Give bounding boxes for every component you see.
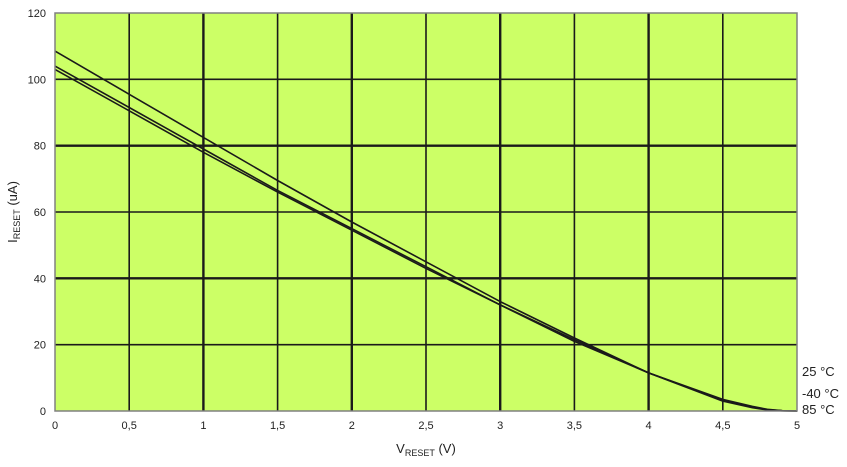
series-label-0: 25 °C: [802, 364, 835, 379]
y-tick-label-5: 100: [28, 74, 46, 86]
y-tick-label-0: 0: [40, 406, 46, 418]
x-tick-label-0: 0: [52, 420, 58, 432]
y-tick-label-4: 80: [34, 141, 46, 153]
x-tick-labels: 0 0,5 1 1,5 2 2,5 3 3,5 4 4,5 5: [52, 420, 800, 432]
x-tick-label-5: 2,5: [418, 420, 433, 432]
y-tick-label-3: 60: [34, 207, 46, 219]
y-axis-title-tail: (uA): [5, 181, 20, 209]
y-tick-labels: 0 20 40 60 80 100 120: [28, 8, 46, 418]
series-lines: [54, 50, 798, 412]
x-axis-title-sub: RESET: [405, 448, 436, 458]
series-label-1: -40 °C: [802, 386, 839, 401]
x-tick-label-8: 4: [646, 420, 652, 432]
x-tick-label-6: 3: [497, 420, 503, 432]
series-labels: 25 °C -40 °C85 °C: [802, 364, 839, 417]
x-axis-title-tail: (V): [435, 441, 456, 456]
series-line-2: [54, 68, 798, 412]
y-tick-label-2: 40: [34, 273, 46, 285]
x-tick-label-3: 1,5: [270, 420, 285, 432]
y-axis-title-sub: RESET: [12, 209, 22, 240]
grid-lines: [55, 13, 797, 411]
y-tick-label-6: 120: [28, 8, 46, 20]
x-tick-label-9: 4,5: [715, 420, 730, 432]
x-tick-label-10: 5: [794, 420, 800, 432]
series-label-2: 85 °C: [802, 402, 835, 417]
plot-border: [54, 12, 798, 412]
y-tick-label-1: 20: [34, 340, 46, 352]
x-tick-label-4: 2: [349, 420, 355, 432]
y-axis-title-main: I: [5, 239, 20, 243]
x-tick-label-2: 1: [200, 420, 206, 432]
x-tick-label-7: 3,5: [567, 420, 582, 432]
x-axis-title: VRESET (V): [396, 441, 456, 458]
y-axis-title: IRESET (uA): [5, 181, 22, 243]
x-axis-title-main: V: [396, 441, 405, 456]
x-tick-label-1: 0,5: [122, 420, 137, 432]
